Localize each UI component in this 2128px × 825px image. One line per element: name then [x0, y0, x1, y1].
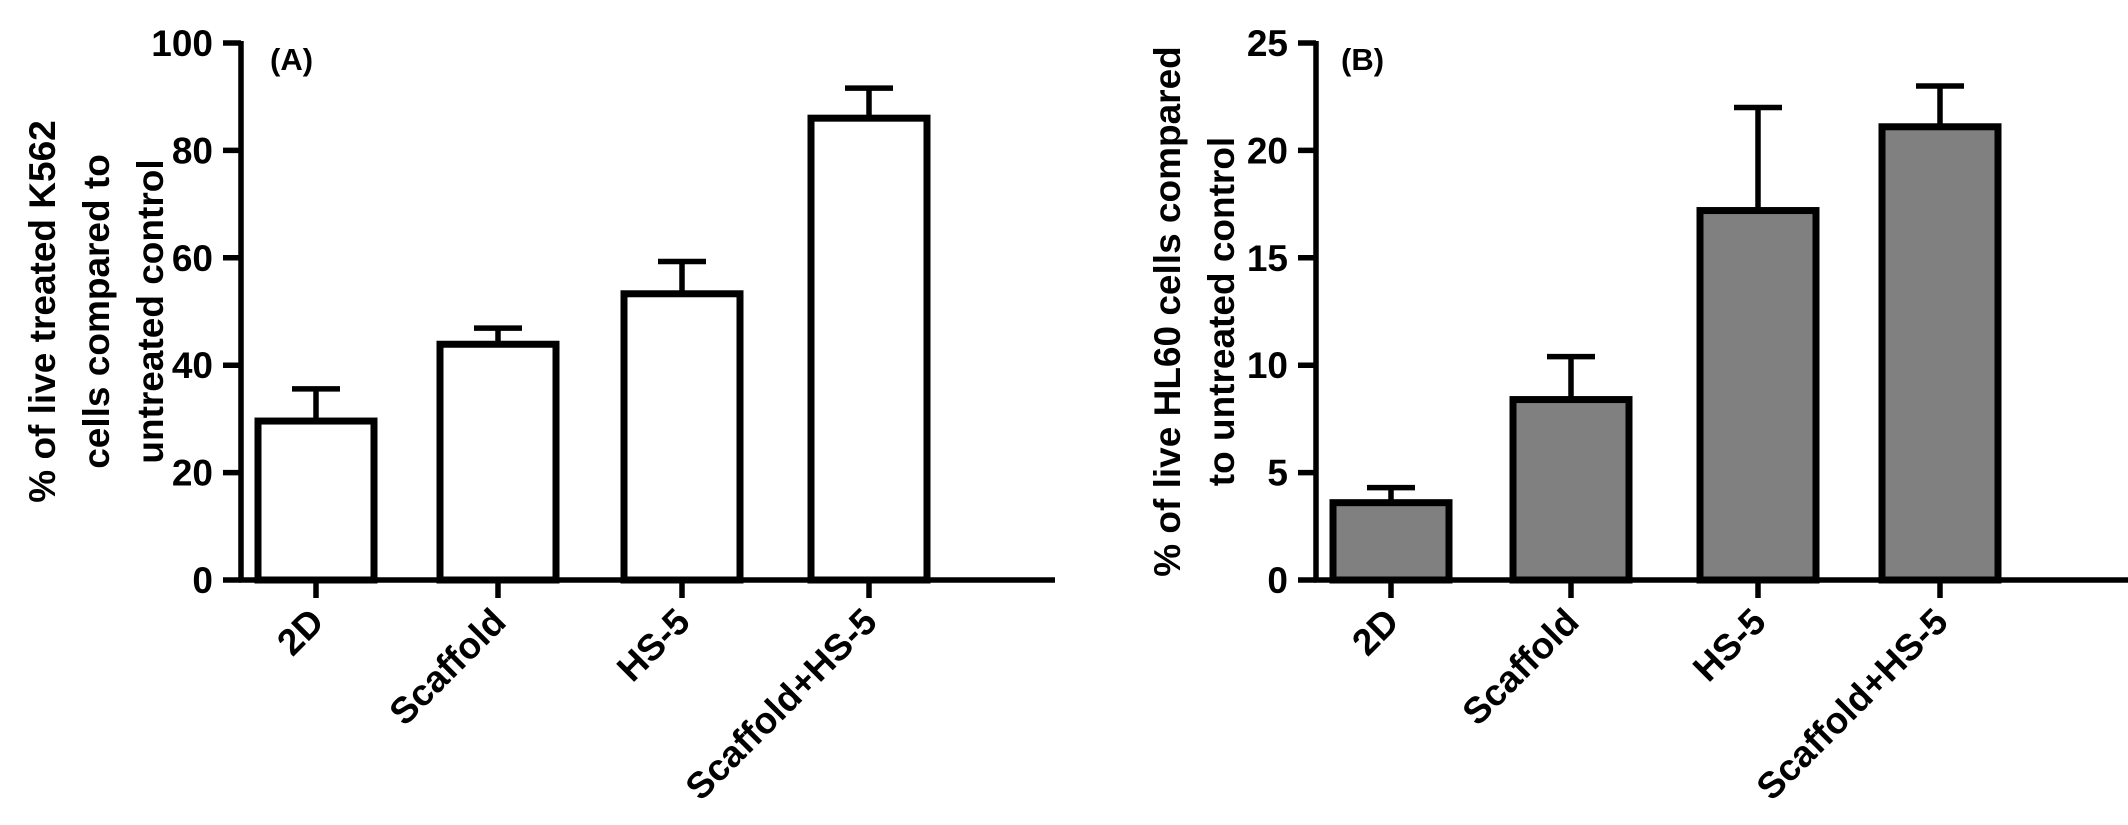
bar [1878, 123, 2002, 584]
bar [807, 114, 931, 584]
y-axis-title: % of live treated K562 [22, 120, 63, 502]
bar [1329, 499, 1453, 584]
y-axis-title: % of live HL60 cells compared [1147, 46, 1188, 577]
bar [254, 417, 378, 584]
y-axis-title: cells compared to [76, 154, 117, 469]
y-tick-label: 10 [1247, 345, 1288, 386]
bar [620, 290, 744, 584]
x-tick-label: Scaffold [381, 601, 513, 733]
x-tick-label: Scaffold+HS-5 [1749, 601, 1956, 808]
y-axis-title: untreated control [130, 159, 171, 463]
bar [1509, 396, 1633, 584]
bar [436, 340, 560, 584]
y-tick-label: 20 [1247, 130, 1288, 171]
y-tick-label: 60 [172, 238, 213, 279]
panel-label: (B) [1341, 42, 1384, 77]
y-tick-label: 40 [172, 345, 213, 386]
x-tick-label: HS-5 [609, 601, 698, 690]
y-tick-label: 5 [1267, 453, 1288, 494]
y-axis-title: to untreated control [1201, 137, 1242, 486]
bar [1696, 207, 1820, 584]
x-tick-label: HS-5 [1685, 601, 1774, 690]
y-tick-label: 20 [172, 453, 213, 494]
y-tick-label: 100 [151, 23, 213, 64]
y-tick-label: 25 [1247, 23, 1288, 64]
chart-panel-1: 0 20 40 60 80 100 2D Scaffold HS-5Scaffold+HS-5%… [22, 23, 1055, 808]
x-tick-label: Scaffold+HS-5 [678, 601, 885, 808]
x-tick-label: 2D [269, 601, 331, 663]
y-tick-label: 80 [172, 130, 213, 171]
y-tick-label: 15 [1247, 238, 1288, 279]
x-tick-label: Scaffold [1454, 601, 1586, 733]
y-tick-label: 0 [1267, 560, 1288, 601]
x-tick-label: 2D [1344, 601, 1406, 663]
y-tick-label: 0 [192, 560, 213, 601]
panel-label: (A) [270, 42, 313, 77]
